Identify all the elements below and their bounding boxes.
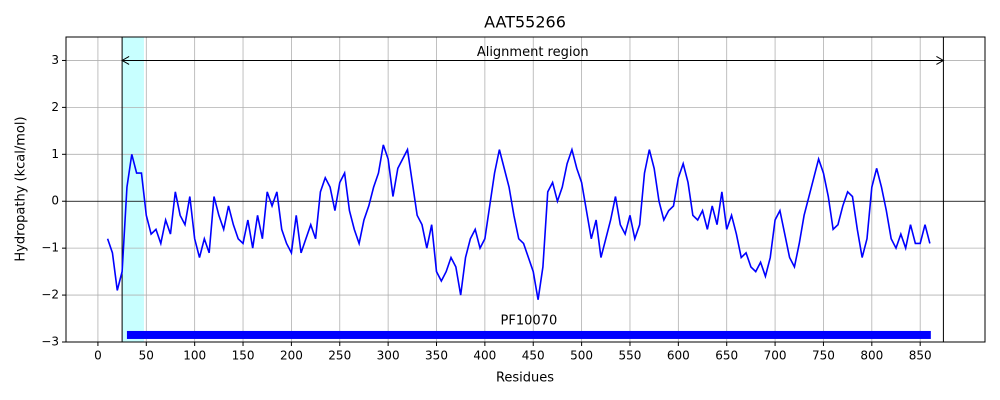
data-line bbox=[106, 144, 931, 300]
region-label: Alignment region bbox=[477, 45, 589, 60]
x-tick-label: 350 bbox=[425, 349, 448, 363]
x-tick-label: 550 bbox=[619, 349, 642, 363]
x-tick-label: 50 bbox=[139, 349, 154, 363]
x-axis-label: Residues bbox=[496, 371, 554, 386]
x-tick-label: 500 bbox=[570, 349, 593, 363]
x-tick-label: 0 bbox=[94, 349, 102, 363]
x-tick-label: 450 bbox=[522, 349, 545, 363]
x-tick-label: 800 bbox=[860, 349, 883, 363]
x-tick-label: 750 bbox=[812, 349, 835, 363]
x-tick-label: 700 bbox=[764, 349, 787, 363]
arrow-head bbox=[121, 56, 130, 65]
x-tick-label: 250 bbox=[328, 349, 351, 363]
y-tick-label: 3 bbox=[51, 53, 59, 67]
y-tick-label: 0 bbox=[51, 194, 59, 208]
x-tick-label: 600 bbox=[667, 349, 690, 363]
y-tick-label: −2 bbox=[41, 288, 59, 302]
highlight-span bbox=[122, 37, 144, 342]
arrow-head bbox=[936, 56, 945, 65]
y-axis-label: Hydropathy (kcal/mol) bbox=[14, 116, 29, 261]
domain-label: PF10070 bbox=[501, 313, 558, 328]
x-tick-label: 100 bbox=[183, 349, 206, 363]
x-tick-label: 300 bbox=[377, 349, 400, 363]
x-tick-label: 850 bbox=[909, 349, 932, 363]
x-tick-label: 150 bbox=[232, 349, 255, 363]
y-tick-label: 2 bbox=[51, 100, 59, 114]
domain-bar bbox=[126, 330, 931, 339]
x-tick-label: 400 bbox=[473, 349, 496, 363]
y-tick-label: 1 bbox=[51, 147, 59, 161]
chart-title: AAT55266 bbox=[484, 13, 566, 32]
x-tick-label: 200 bbox=[280, 349, 303, 363]
plot-frame bbox=[65, 36, 986, 343]
y-tick-label: −1 bbox=[41, 241, 59, 255]
y-tick-label: −3 bbox=[41, 335, 59, 349]
x-tick-label: 650 bbox=[715, 349, 738, 363]
